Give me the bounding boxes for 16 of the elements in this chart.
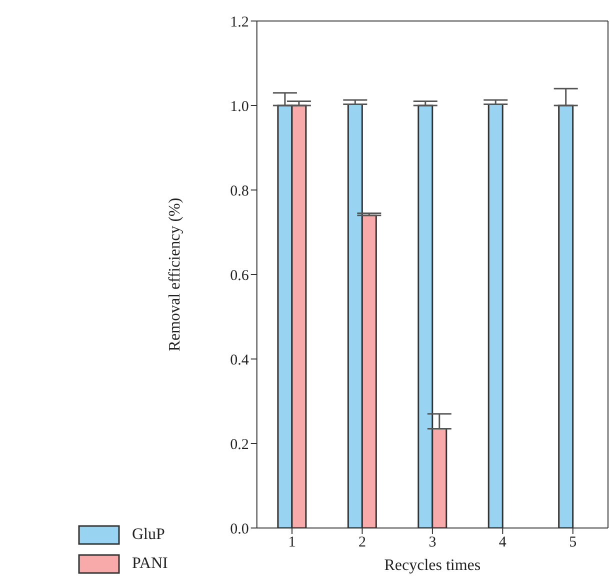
x-tick-label: 1 [288,534,296,551]
x-tick-label: 4 [498,534,507,551]
y-tick-label: 0.8 [230,183,249,200]
y-axis-title: Removal efficiency (%) [166,198,184,352]
legend-label: GluP [132,526,165,544]
y-tick-label: 1.0 [230,98,249,115]
x-tick-label: 3 [428,534,436,551]
x-tick-label: 5 [569,534,577,551]
y-tick-label: 0.4 [230,352,250,368]
y-tick-label: 0.0 [230,521,249,538]
y-tick-label: 0.2 [230,436,249,453]
x-axis-title: Recycles times [384,557,481,574]
x-tick-label: 2 [358,534,366,551]
y-tick-label: 0.6 [230,268,250,284]
y-tick-label: 1.2 [230,14,249,30]
legend-label: PANI [132,554,168,572]
